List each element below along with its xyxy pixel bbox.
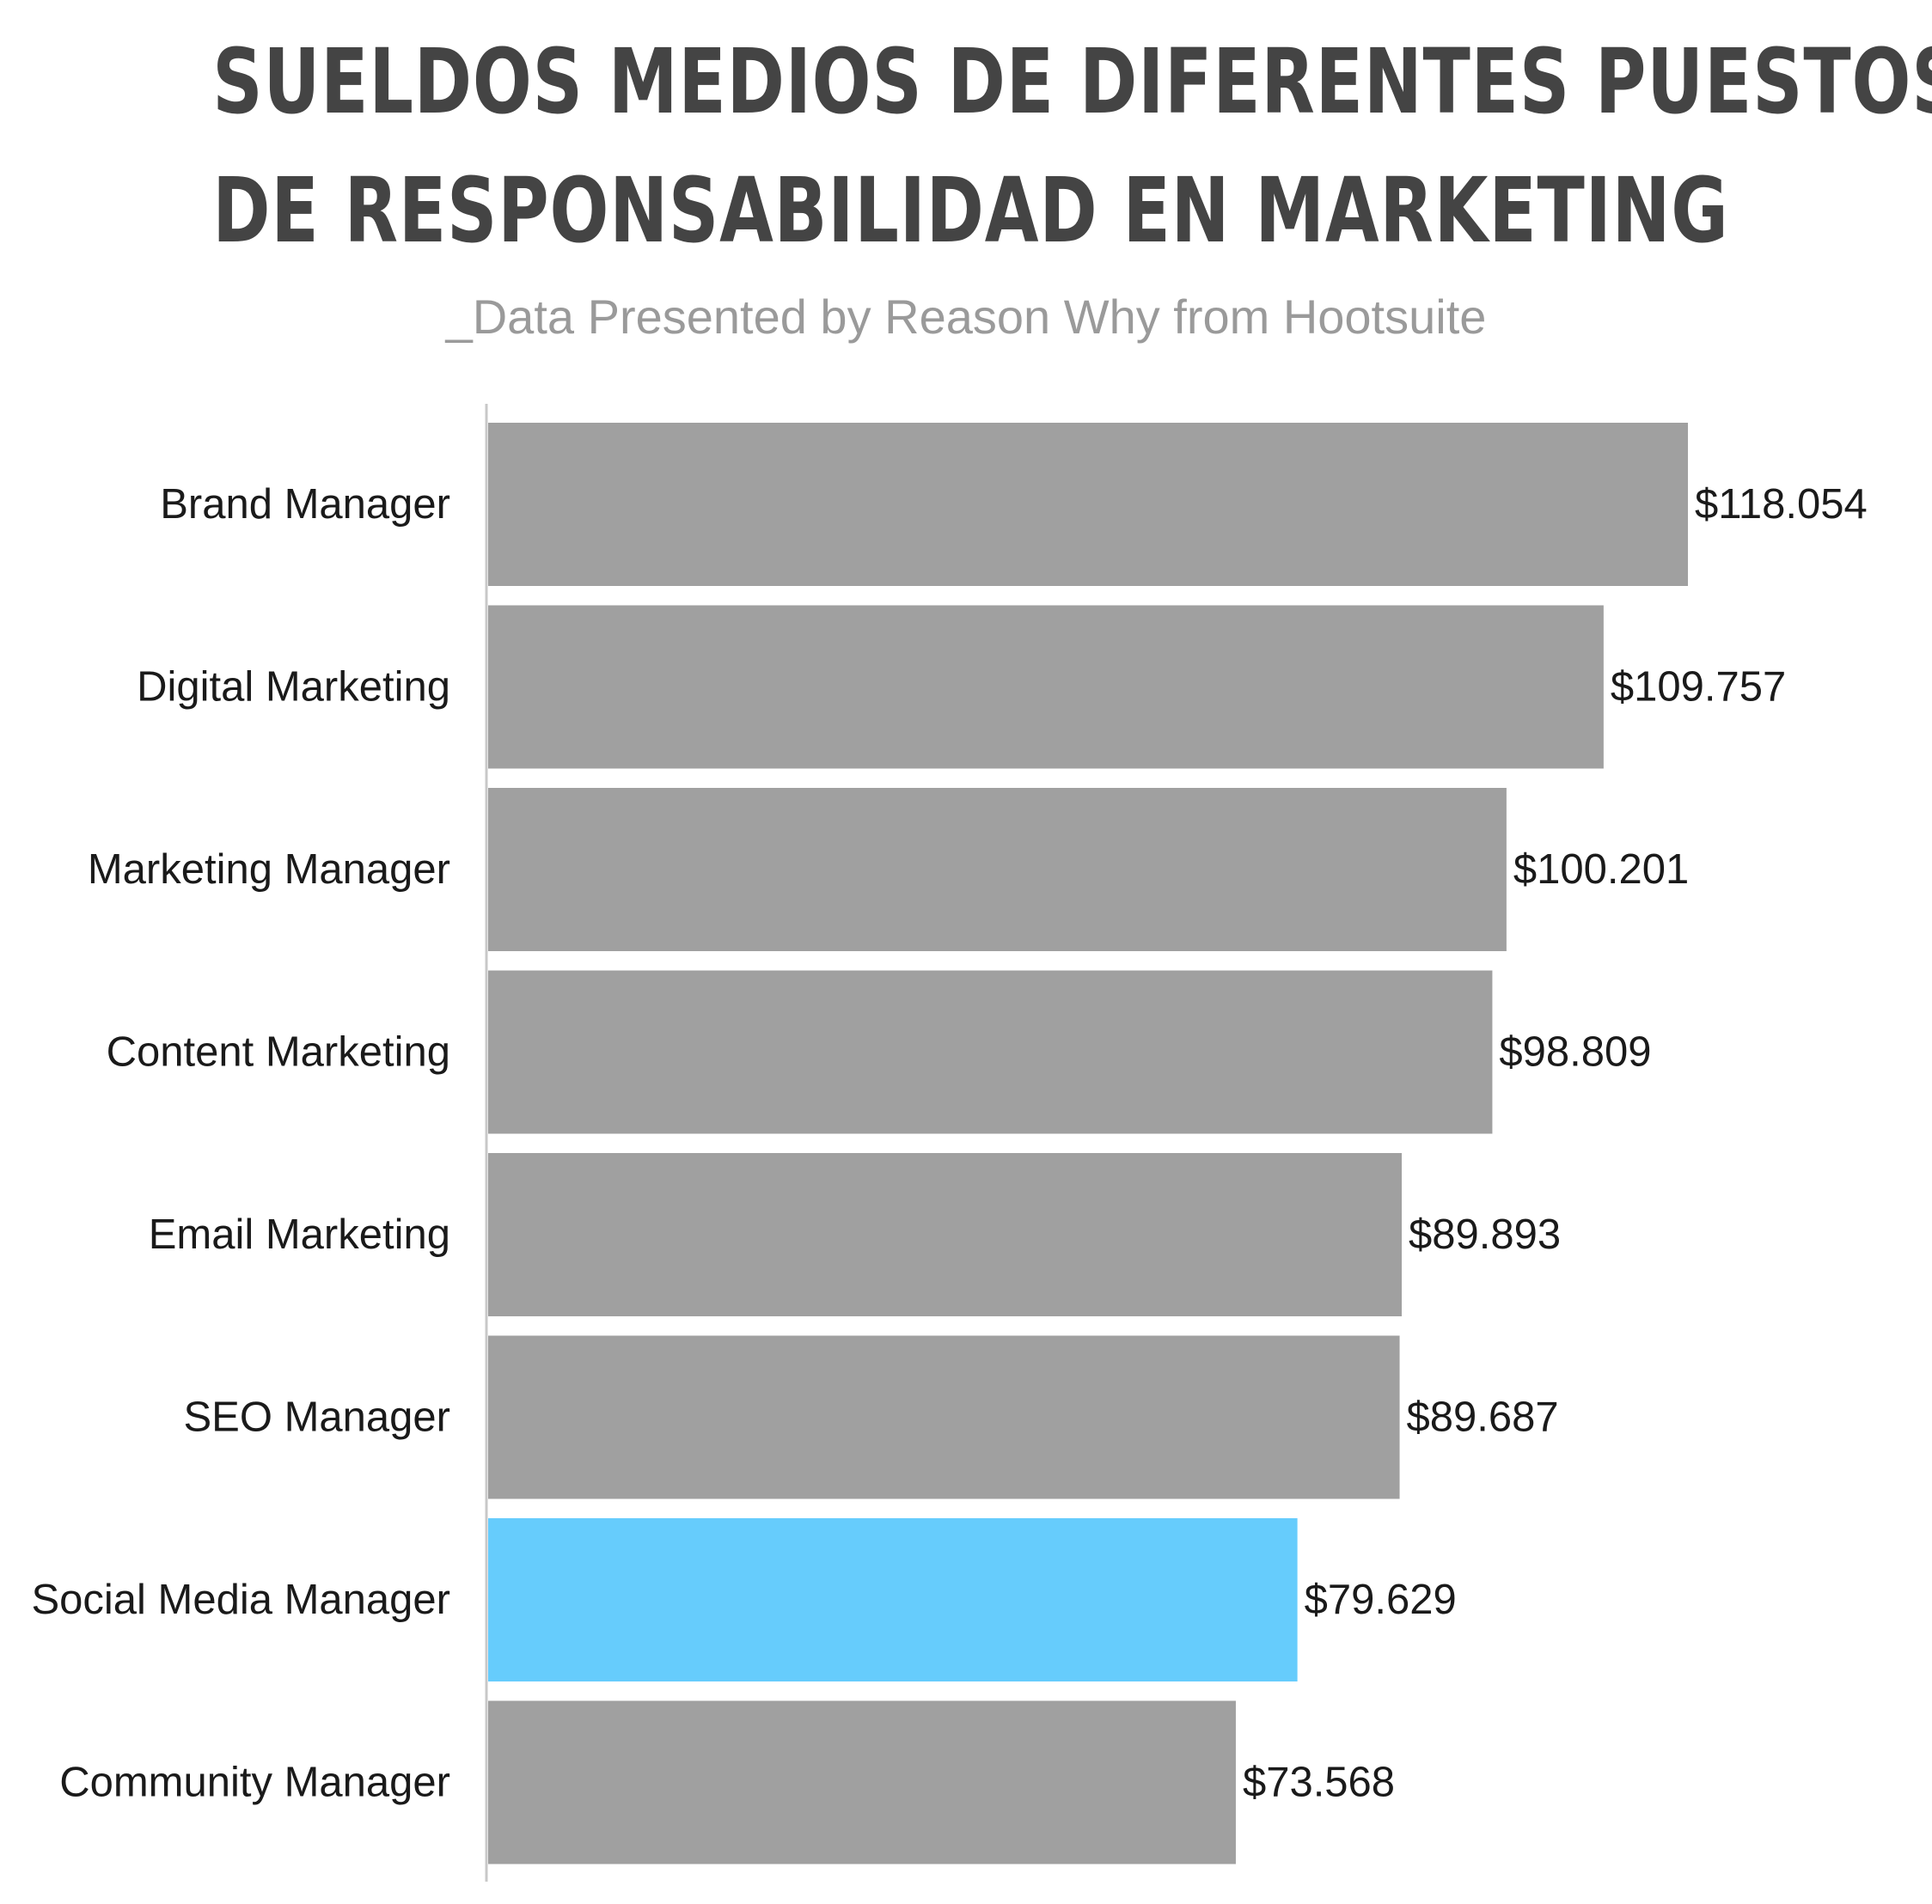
value-label-seo-manager: $89.687 (1407, 1394, 1559, 1441)
category-label-seo-manager: SEO Manager (184, 1394, 451, 1441)
chart-subtitle: _Data Presented by Reason Why from Hoots… (445, 290, 1487, 344)
category-label-content-marketing: Content Marketing (107, 1029, 450, 1076)
value-label-digital-marketing: $109.757 (1611, 664, 1786, 711)
bar-brand-manager (488, 423, 1688, 586)
bar-social-media-manager (488, 1518, 1298, 1681)
value-label-content-marketing: $98.809 (1499, 1029, 1651, 1076)
category-label-email-marketing: Email Marketing (149, 1211, 450, 1258)
category-label-brand-manager: Brand Manager (160, 481, 450, 528)
chart-title-line-2: DE RESPONSABILIDAD EN MARKETING (212, 158, 1729, 263)
bar-seo-manager (488, 1335, 1400, 1499)
category-label-digital-marketing: Digital Marketing (137, 664, 450, 711)
category-label-social-media-manager: Social Media Manager (31, 1577, 450, 1623)
chart-title: SUELDOS MEDIOS DE DIFERENTES PUESTOS DE … (0, 17, 1932, 275)
bar-digital-marketing (488, 605, 1604, 769)
bars-group (488, 423, 1688, 1864)
category-label-marketing-manager: Marketing Manager (88, 846, 450, 893)
category-label-community-manager: Community Manager (59, 1760, 450, 1806)
category-labels-group: Brand Manager Digital Marketing Marketing … (31, 481, 450, 1806)
value-label-community-manager: $73.568 (1243, 1760, 1395, 1806)
value-label-marketing-manager: $100.201 (1513, 846, 1689, 893)
chart-title-line-1: SUELDOS MEDIOS DE DIFERENTES PUESTOS (212, 29, 1932, 134)
value-label-social-media-manager: $79.629 (1305, 1577, 1457, 1623)
bar-marketing-manager (488, 788, 1507, 951)
bar-community-manager (488, 1700, 1236, 1864)
bar-content-marketing (488, 970, 1493, 1134)
value-label-email-marketing: $89.893 (1409, 1211, 1561, 1258)
bar-email-marketing (488, 1153, 1402, 1316)
value-labels-group: $118.054 $109.757 $100.201 $98.809 $89.893 $8… (1243, 481, 1868, 1806)
value-label-brand-manager: $118.054 (1695, 481, 1868, 528)
